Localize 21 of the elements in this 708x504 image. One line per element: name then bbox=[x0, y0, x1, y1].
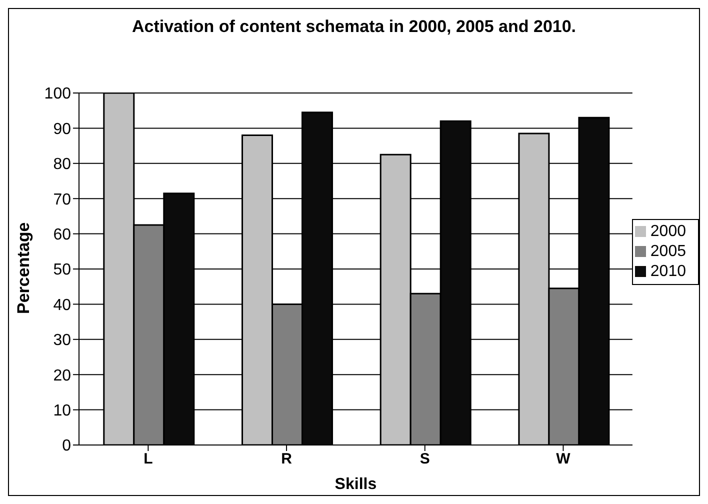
y-tick-label: 80 bbox=[53, 156, 72, 174]
x-tick-label: W bbox=[556, 450, 572, 468]
y-tick-label: 100 bbox=[44, 86, 72, 103]
y-tick-label: 70 bbox=[53, 191, 72, 208]
y-tick-label: 90 bbox=[53, 120, 72, 138]
legend-label: 2010 bbox=[650, 263, 686, 280]
y-tick-label: 20 bbox=[53, 367, 72, 384]
x-tick-label: S bbox=[420, 450, 430, 468]
y-tick-label: 50 bbox=[53, 262, 72, 279]
legend-label: 2005 bbox=[650, 243, 686, 260]
legend-label: 2000 bbox=[650, 223, 686, 240]
x-tick-label: R bbox=[281, 450, 292, 468]
x-tick-label: L bbox=[144, 450, 153, 468]
y-axis-title: Percentage bbox=[14, 222, 34, 314]
x-axis-title: Skills bbox=[334, 476, 377, 493]
chart-title: Activation of content schemata in 2000, 2005 and 2010. bbox=[130, 17, 578, 37]
y-tick-label: 40 bbox=[53, 296, 72, 314]
y-tick-label: 10 bbox=[53, 402, 72, 420]
y-tick-label: 60 bbox=[53, 226, 72, 244]
y-tick-label: 30 bbox=[53, 332, 72, 350]
y-tick-label: 0 bbox=[62, 438, 72, 455]
